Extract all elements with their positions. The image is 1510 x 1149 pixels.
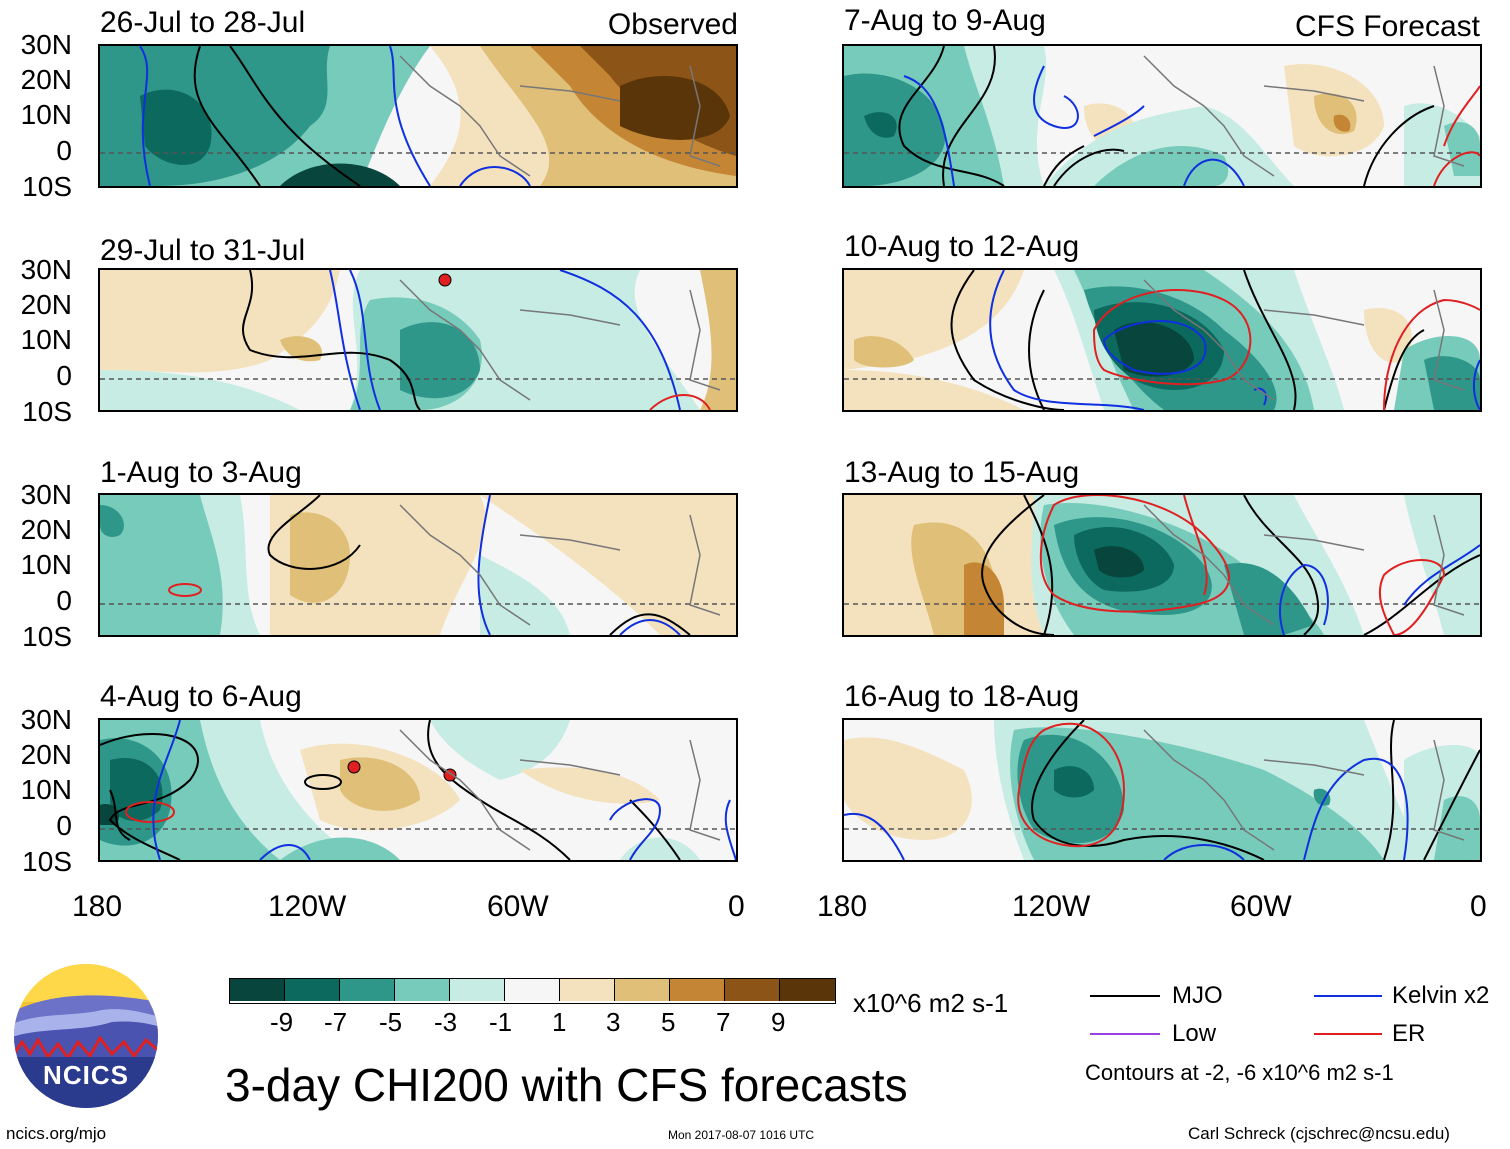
- colorbar-segment: [780, 979, 835, 1001]
- lat-label: 0: [56, 360, 72, 391]
- colorbar-label: -3: [434, 1007, 458, 1037]
- lon-label: 120W: [268, 890, 347, 923]
- lat-label: 10S: [22, 171, 72, 202]
- legend-line-mjo: [1090, 995, 1160, 997]
- colorbar-label: 1: [552, 1007, 567, 1037]
- lon-label: 120W: [1012, 890, 1091, 923]
- legend-label-mjo: MJO: [1172, 982, 1223, 1009]
- map-panel-r4: [842, 718, 1482, 862]
- lon-label: 180: [72, 890, 123, 923]
- legend-line-low: [1090, 1033, 1160, 1035]
- lat-label: 10N: [20, 324, 72, 355]
- colorbar: [229, 978, 836, 1004]
- map-panel-l2: [98, 268, 738, 412]
- colorbar-segment: [450, 979, 505, 1001]
- panel-title-r1: 7-Aug to 9-Aug: [844, 4, 1046, 37]
- map-panel-l1: [98, 44, 738, 188]
- lat-label: 10N: [20, 774, 72, 805]
- lat-label: 0: [56, 585, 72, 616]
- colorbar-label: 5: [661, 1007, 676, 1037]
- panel-title-l1: 26-Jul to 28-Jul: [100, 6, 306, 39]
- panel-title-r4: 16-Aug to 18-Aug: [844, 680, 1080, 713]
- ncics-logo: NCICS: [12, 962, 160, 1110]
- colorbar-segment: [615, 979, 670, 1001]
- lon-label: 180: [817, 890, 868, 923]
- panel-title-l2: 29-Jul to 31-Jul: [100, 234, 306, 267]
- colorbar-label: 9: [771, 1007, 786, 1037]
- legend-label-kelvin: Kelvin x2: [1392, 982, 1490, 1009]
- legend-line-er: [1314, 1033, 1382, 1035]
- colorbar-segment: [505, 979, 560, 1001]
- colorbar-segment: [395, 979, 450, 1001]
- panel-title-r3: 13-Aug to 15-Aug: [844, 456, 1080, 489]
- colorbar-segment: [340, 979, 395, 1001]
- footer-credit: Carl Schreck (cjschrec@ncsu.edu): [1188, 1124, 1450, 1143]
- lat-label: 0: [56, 135, 72, 166]
- lat-label: 10N: [20, 549, 72, 580]
- lat-label: 20N: [20, 64, 72, 95]
- lat-label: 30N: [20, 29, 72, 60]
- map-panel-l3: [98, 493, 738, 637]
- ncics-logo-text: NCICS: [43, 1060, 129, 1090]
- panel-title-l4: 4-Aug to 6-Aug: [100, 680, 302, 713]
- colorbar-segment: [725, 979, 780, 1001]
- colorbar-label: -7: [324, 1007, 348, 1037]
- legend-line-kelvin: [1314, 995, 1382, 997]
- map-panel-r3: [842, 493, 1482, 637]
- panel-title-r2: 10-Aug to 12-Aug: [844, 230, 1080, 263]
- colorbar-label: -1: [489, 1007, 513, 1037]
- colorbar-segment: [670, 979, 725, 1001]
- lon-label: 0: [1470, 890, 1487, 923]
- lat-label: 10S: [22, 621, 72, 652]
- lat-label: 10N: [20, 99, 72, 130]
- colorbar-segment: [560, 979, 615, 1001]
- colorbar-segment: [285, 979, 340, 1001]
- lat-label: 20N: [20, 289, 72, 320]
- lat-label: 20N: [20, 514, 72, 545]
- cfs-forecast-label: CFS Forecast: [1294, 10, 1480, 43]
- legend-label-low: Low: [1172, 1020, 1217, 1047]
- contours-note: Contours at -2, -6 x10^6 m2 s-1: [1085, 1060, 1394, 1085]
- colorbar-label: -5: [379, 1007, 403, 1037]
- lon-label: 0: [728, 890, 745, 923]
- lat-label: 30N: [20, 254, 72, 285]
- lat-label: 20N: [20, 739, 72, 770]
- map-panel-r1: [842, 44, 1482, 188]
- legend-label-er: ER: [1392, 1020, 1426, 1047]
- lat-label: 30N: [20, 479, 72, 510]
- map-panel-r2: [842, 268, 1482, 412]
- footer-url[interactable]: ncics.org/mjo: [6, 1124, 107, 1143]
- colorbar-segment: [230, 979, 285, 1001]
- map-panel-l4: [98, 718, 738, 862]
- panel-title-l3: 1-Aug to 3-Aug: [100, 456, 302, 489]
- footer-timestamp: Mon 2017-08-07 1016 UTC: [668, 1128, 815, 1142]
- lat-label: 0: [56, 810, 72, 841]
- colorbar-label: 7: [716, 1007, 731, 1037]
- colorbar-label: 3: [606, 1007, 621, 1037]
- observed-label: Observed: [607, 8, 738, 41]
- lon-label: 60W: [1230, 890, 1292, 923]
- colorbar-label: -9: [270, 1007, 294, 1037]
- colorbar-units: x10^6 m2 s-1: [853, 988, 1009, 1018]
- main-title: 3-day CHI200 with CFS forecasts: [225, 1059, 908, 1111]
- lat-label: 10S: [22, 396, 72, 427]
- lat-label: 30N: [20, 704, 72, 735]
- lat-label: 10S: [22, 846, 72, 877]
- lon-label: 60W: [487, 890, 549, 923]
